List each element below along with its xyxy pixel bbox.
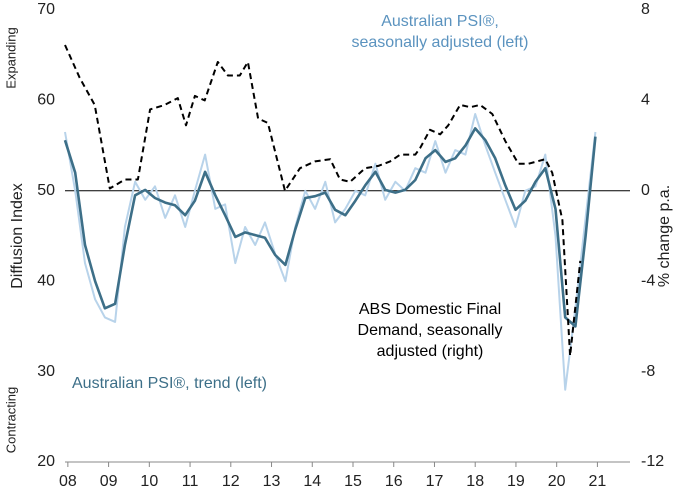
series-line [64, 113, 597, 391]
x-tick-label: 11 [182, 473, 199, 490]
series-line [64, 44, 582, 357]
y-tick-label: 60 [37, 92, 55, 109]
y2-tick-label: -12 [641, 453, 664, 470]
x-tick-label: 14 [303, 473, 321, 490]
y2-tick-label: -8 [641, 363, 655, 380]
x-tick-label: 10 [140, 473, 158, 490]
annotation: seasonally adjusted (left) [352, 34, 529, 51]
y2-tick-label: -4 [641, 272, 655, 289]
y-axis-label: Diffusion Index [9, 183, 26, 289]
annotation: Australian PSI®, [381, 13, 499, 30]
y2-tick-label: 8 [641, 1, 650, 18]
x-tick-label: 13 [263, 473, 281, 490]
y2-tick-label: 0 [641, 182, 650, 199]
y-tick-label: 20 [37, 453, 55, 470]
annotation: adjusted (right) [377, 343, 484, 360]
x-tick-label: 17 [426, 473, 444, 490]
y-tick-label: 70 [37, 1, 55, 18]
expanding-note: Expanding [3, 27, 18, 88]
y-tick-label: 30 [37, 363, 55, 380]
x-tick-label: 20 [548, 473, 566, 490]
x-tick-label: 16 [385, 473, 403, 490]
series-line [63, 127, 597, 328]
contracting-note: Contracting [3, 387, 18, 453]
y-tick-label: 50 [37, 182, 55, 199]
annotation: Australian PSI®, trend (left) [72, 375, 267, 392]
x-tick-label: 12 [222, 473, 240, 490]
x-tick-label: 09 [100, 473, 118, 490]
annotation: ABS Domestic Final [359, 301, 501, 318]
y-tick-label: 40 [37, 272, 55, 289]
x-tick-label: 08 [59, 473, 77, 490]
x-tick-label: 19 [507, 473, 525, 490]
x-tick-label: 15 [344, 473, 362, 490]
y2-axis-label: % change p.a. [656, 185, 673, 287]
x-tick-label: 18 [466, 473, 484, 490]
annotation: Demand, seasonally [358, 322, 503, 339]
x-tick-label: 21 [589, 473, 607, 490]
y2-tick-label: 4 [641, 92, 650, 109]
